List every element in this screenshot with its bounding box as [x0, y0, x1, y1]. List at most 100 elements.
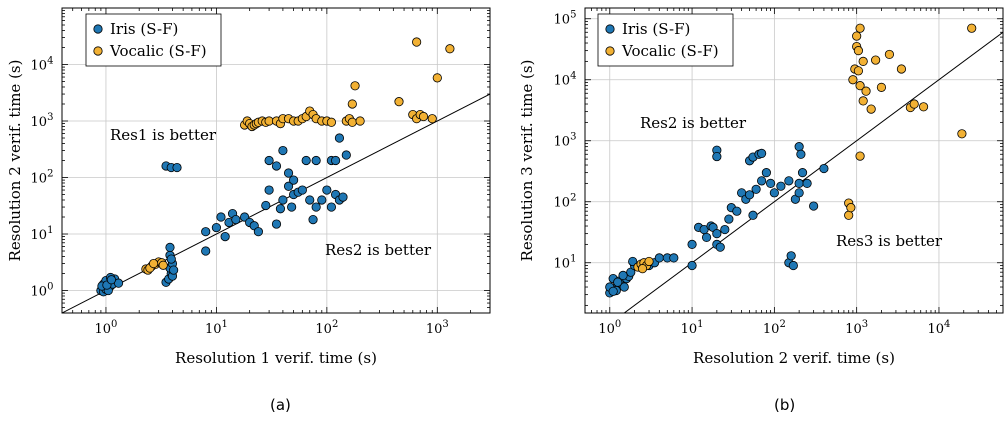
data-point — [852, 31, 862, 41]
data-point — [347, 117, 357, 127]
data-point — [761, 168, 771, 178]
y-tick-label: 102 — [554, 193, 577, 211]
data-point — [305, 195, 315, 205]
data-point — [311, 202, 321, 212]
data-point — [724, 214, 734, 224]
x-tick-label: 103 — [845, 319, 868, 337]
data-point — [654, 253, 664, 263]
data-point — [866, 104, 876, 114]
y-tick-label: 100 — [31, 282, 54, 300]
data-point — [412, 37, 422, 47]
x-tick-label: 102 — [315, 319, 338, 337]
legend: Iris (S-F) Vocalic (S-F) — [85, 13, 222, 67]
data-point — [432, 73, 442, 83]
data-point — [884, 49, 895, 60]
data-point — [794, 142, 804, 152]
series-iris — [605, 142, 829, 298]
data-point — [788, 260, 798, 271]
y-tick-label: 101 — [31, 225, 54, 243]
legend-marker — [93, 24, 103, 34]
data-point — [712, 229, 722, 239]
data-point — [909, 99, 919, 109]
data-point — [853, 46, 864, 56]
data-point — [253, 227, 263, 237]
data-point — [967, 23, 977, 33]
data-point — [322, 185, 332, 195]
legend-marker — [605, 46, 615, 56]
legend-box — [597, 13, 734, 67]
legend-marker — [93, 46, 103, 56]
data-point — [769, 188, 779, 198]
data-point — [797, 168, 808, 178]
data-point — [819, 163, 829, 174]
data-point — [687, 239, 697, 249]
y-tick-label: 101 — [554, 254, 577, 272]
data-point — [846, 203, 856, 213]
data-point — [201, 246, 211, 256]
data-point — [896, 64, 907, 74]
data-point — [855, 151, 865, 161]
data-point — [347, 99, 357, 109]
legend-label: Iris (S-F) — [622, 20, 690, 38]
data-point — [172, 162, 182, 173]
data-point — [809, 201, 819, 211]
data-point — [201, 227, 211, 237]
data-point — [301, 155, 311, 166]
data-point — [918, 102, 929, 112]
data-point — [712, 151, 722, 162]
y-tick-label: 102 — [31, 169, 54, 187]
data-point — [861, 86, 871, 96]
data-point — [766, 178, 776, 188]
data-point — [796, 149, 806, 159]
data-point — [106, 275, 116, 285]
legend: Iris (S-F) Vocalic (S-F) — [597, 13, 734, 67]
x-tick-label: 100 — [598, 319, 621, 337]
legend-label: Vocalic (S-F) — [109, 42, 207, 60]
plot-frame — [61, 7, 491, 314]
data-point — [355, 116, 365, 126]
y-axis-label: Resolution 2 verif. time (s) — [6, 60, 24, 262]
data-point — [220, 231, 230, 242]
data-point — [637, 264, 648, 274]
data-point — [264, 185, 274, 195]
data-point — [278, 195, 288, 205]
plot-frame — [584, 7, 1004, 314]
data-point — [802, 178, 812, 188]
annotation: Res2 is better — [325, 241, 432, 259]
data-point — [278, 145, 288, 156]
chart-b: 100 101 102 103 104 101 102 103 104 105 Res2 is be… — [518, 7, 1004, 367]
data-point — [751, 184, 761, 194]
data-point — [720, 224, 730, 235]
legend-box — [85, 13, 222, 67]
data-point — [148, 258, 159, 269]
annotation: Res2 is better — [640, 114, 747, 132]
data-point — [158, 260, 168, 270]
data-point — [853, 66, 864, 76]
x-tick-label: 101 — [681, 319, 704, 337]
data-point — [613, 277, 623, 287]
data-point — [427, 114, 437, 124]
data-point — [216, 212, 226, 222]
x-tick-label: 100 — [94, 319, 117, 337]
data-point — [776, 181, 786, 191]
data-point — [326, 202, 337, 212]
data-point — [844, 210, 854, 220]
data-point — [855, 23, 865, 33]
data-point — [858, 56, 868, 66]
data-point — [271, 219, 282, 229]
data-point — [445, 44, 455, 54]
data-point — [687, 260, 697, 271]
chart-a: 100 101 102 103 100 101 102 103 104 Res1 is bette… — [6, 7, 491, 367]
data-point — [275, 204, 286, 214]
annotation: Res3 is better — [836, 232, 943, 250]
data-point — [628, 256, 638, 267]
data-point — [608, 286, 618, 296]
diagonal-line — [623, 31, 1003, 313]
data-point — [732, 206, 742, 216]
data-point — [619, 282, 629, 292]
legend-label: Iris (S-F) — [110, 20, 178, 38]
data-point — [748, 210, 758, 220]
data-point — [169, 265, 179, 275]
data-point — [311, 155, 321, 166]
data-point — [297, 185, 307, 195]
